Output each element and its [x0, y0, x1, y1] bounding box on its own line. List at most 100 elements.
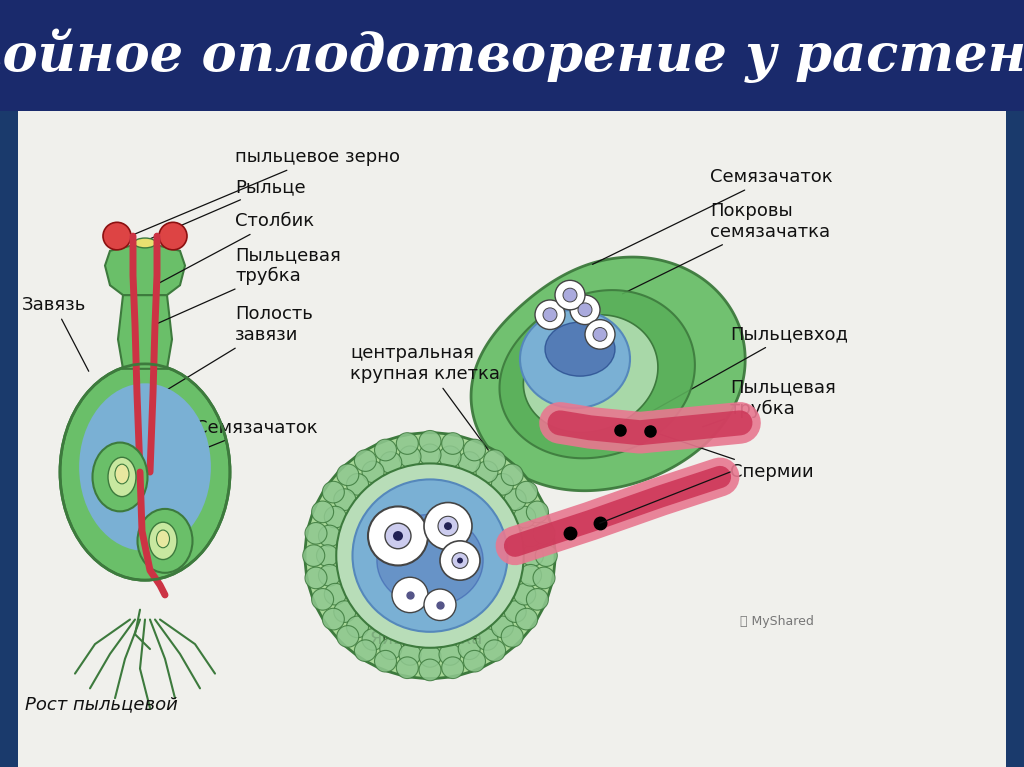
Circle shape — [441, 433, 464, 454]
Ellipse shape — [115, 464, 129, 484]
Circle shape — [354, 449, 377, 472]
Circle shape — [311, 501, 334, 522]
Circle shape — [514, 584, 536, 605]
Text: Рост пыльцевой: Рост пыльцевой — [25, 695, 178, 713]
Ellipse shape — [92, 443, 147, 512]
Circle shape — [303, 545, 325, 567]
Circle shape — [555, 280, 585, 310]
Circle shape — [346, 473, 369, 495]
Circle shape — [521, 545, 544, 567]
Circle shape — [424, 589, 456, 621]
Polygon shape — [105, 241, 185, 295]
Circle shape — [534, 522, 555, 544]
Circle shape — [593, 328, 607, 341]
Circle shape — [483, 449, 506, 472]
Circle shape — [444, 522, 452, 530]
Circle shape — [526, 501, 549, 522]
Text: Пыльцевая
трубка: Пыльцевая трубка — [702, 379, 836, 427]
Circle shape — [399, 644, 421, 665]
Circle shape — [159, 222, 187, 250]
Circle shape — [439, 446, 461, 468]
Ellipse shape — [79, 384, 211, 551]
Circle shape — [334, 601, 355, 622]
Ellipse shape — [157, 530, 170, 548]
Circle shape — [492, 616, 513, 637]
Text: Завязь: Завязь — [22, 296, 89, 371]
FancyBboxPatch shape — [18, 111, 1006, 767]
Circle shape — [362, 629, 384, 650]
Circle shape — [305, 567, 327, 589]
Circle shape — [492, 473, 513, 495]
Text: пыльцевое зерно: пыльцевое зерно — [132, 149, 400, 235]
Circle shape — [441, 657, 464, 679]
Ellipse shape — [108, 457, 136, 496]
Circle shape — [526, 588, 549, 611]
Circle shape — [483, 640, 506, 661]
Polygon shape — [471, 257, 745, 491]
Circle shape — [458, 638, 480, 660]
Circle shape — [375, 650, 396, 672]
Text: Пыльцевход: Пыльцевход — [642, 325, 848, 416]
Circle shape — [536, 545, 557, 567]
Ellipse shape — [137, 509, 193, 573]
Circle shape — [354, 640, 377, 661]
Circle shape — [501, 626, 523, 647]
Circle shape — [323, 608, 344, 630]
Circle shape — [337, 464, 358, 486]
Text: Столбик: Столбик — [158, 212, 314, 284]
Circle shape — [534, 567, 555, 589]
Ellipse shape — [545, 322, 615, 376]
Circle shape — [516, 608, 538, 630]
Circle shape — [334, 489, 355, 511]
Circle shape — [352, 479, 508, 632]
Circle shape — [325, 506, 346, 528]
Circle shape — [464, 650, 485, 672]
Circle shape — [458, 452, 480, 473]
Circle shape — [337, 626, 358, 647]
Circle shape — [311, 588, 334, 611]
Circle shape — [457, 558, 463, 564]
Circle shape — [305, 522, 327, 544]
Ellipse shape — [134, 238, 156, 248]
Circle shape — [380, 452, 401, 473]
Circle shape — [578, 303, 592, 317]
Circle shape — [514, 506, 536, 528]
Circle shape — [563, 288, 577, 302]
Circle shape — [396, 657, 419, 679]
Circle shape — [504, 489, 526, 511]
Circle shape — [585, 320, 615, 349]
Ellipse shape — [150, 522, 177, 560]
Text: Двойное оплодотворение у растений: Двойное оплодотворение у растений — [0, 28, 1024, 83]
Circle shape — [318, 525, 340, 547]
Circle shape — [504, 601, 526, 622]
Circle shape — [516, 482, 538, 503]
Text: центральная
крупная клетка: центральная крупная клетка — [350, 344, 500, 450]
Circle shape — [519, 525, 542, 547]
Circle shape — [476, 461, 498, 482]
Text: Полость
завязи: Полость завязи — [147, 305, 313, 402]
FancyBboxPatch shape — [1006, 111, 1024, 767]
Polygon shape — [523, 314, 658, 433]
Ellipse shape — [377, 515, 483, 607]
Circle shape — [424, 502, 472, 550]
Circle shape — [570, 295, 600, 324]
Circle shape — [419, 430, 441, 452]
Circle shape — [103, 222, 131, 250]
Circle shape — [305, 433, 555, 679]
Circle shape — [440, 541, 480, 580]
Ellipse shape — [60, 364, 230, 580]
Circle shape — [419, 646, 441, 667]
Text: Семязачаток: Семязачаток — [113, 419, 317, 486]
Circle shape — [452, 553, 468, 568]
Circle shape — [464, 439, 485, 461]
Circle shape — [325, 584, 346, 605]
Circle shape — [362, 461, 384, 482]
Circle shape — [385, 523, 411, 548]
Circle shape — [501, 464, 523, 486]
Circle shape — [375, 439, 396, 461]
Text: Рыльце: Рыльце — [147, 178, 305, 240]
Text: Семязачаток: Семязачаток — [593, 168, 833, 265]
Circle shape — [380, 638, 401, 660]
Circle shape — [438, 516, 458, 536]
Circle shape — [419, 659, 441, 681]
